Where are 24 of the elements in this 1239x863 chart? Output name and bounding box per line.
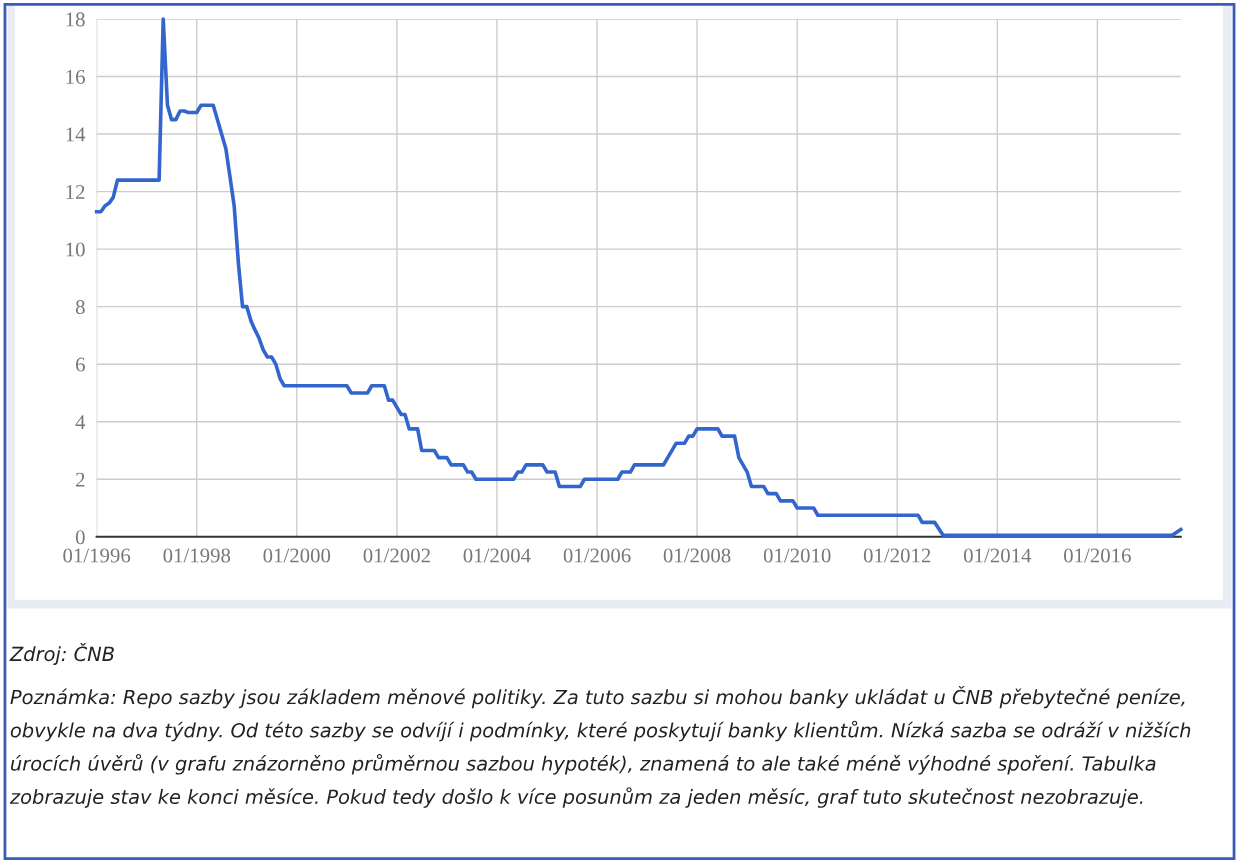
- y-tick-label: 14: [66, 127, 86, 142]
- y-tick-label: 8: [75, 300, 85, 315]
- y-tick-label: 16: [66, 69, 85, 84]
- y-tick-label: 4: [75, 415, 86, 429]
- y-tick-label: 2: [76, 472, 85, 487]
- y-tick-label: 12: [66, 185, 85, 199]
- y-tick-label: 6: [76, 357, 85, 372]
- y-tick-label: 18: [66, 12, 85, 27]
- y-tick-label: 10: [66, 242, 85, 257]
- x-tick-label: 01/2000: [263, 548, 331, 563]
- x-tick-label: 01/1998: [163, 548, 231, 563]
- x-tick-label: 01/2012: [863, 548, 931, 563]
- x-tick-label: 01/2016: [1063, 548, 1131, 563]
- x-tick-label: 01/2008: [663, 548, 731, 563]
- x-tick-label: 01/1996: [63, 548, 131, 563]
- x-tick-label: 01/2004: [463, 548, 531, 563]
- line-series: [94, 17, 1183, 538]
- y-tick-label: 0: [75, 530, 85, 545]
- x-tick-label: 01/2002: [363, 548, 430, 563]
- text: Zdroj: ČNB: [9, 642, 114, 665]
- x-tick-label: 01/2010: [763, 548, 831, 563]
- x-tick-label: 01/2014: [963, 548, 1032, 563]
- text: Poznámka: Repo sazby jsou základem měnové politiky. Za tuto sazbu si mohou banky ukládat u ČNB přebytečné peníze, obvykle na dva týdny. Od této sazby se odvíjí i podmínky, které poskytují banky klientům. Nízká sazba se odráží v nižších úrocích úvěrů (v grafu znázorněno průměrnou sazbou hypoték), znamená to ale také méně výhodné spoření. Tabulka zobrazuje stav ke konci měsíce. Pokud tedy došlo k více posunům za jeden měsíc, graf tuto skutečnost nezobrazuje.: [9, 686, 1191, 808]
- x-tick-label: 01/2006: [563, 548, 631, 563]
